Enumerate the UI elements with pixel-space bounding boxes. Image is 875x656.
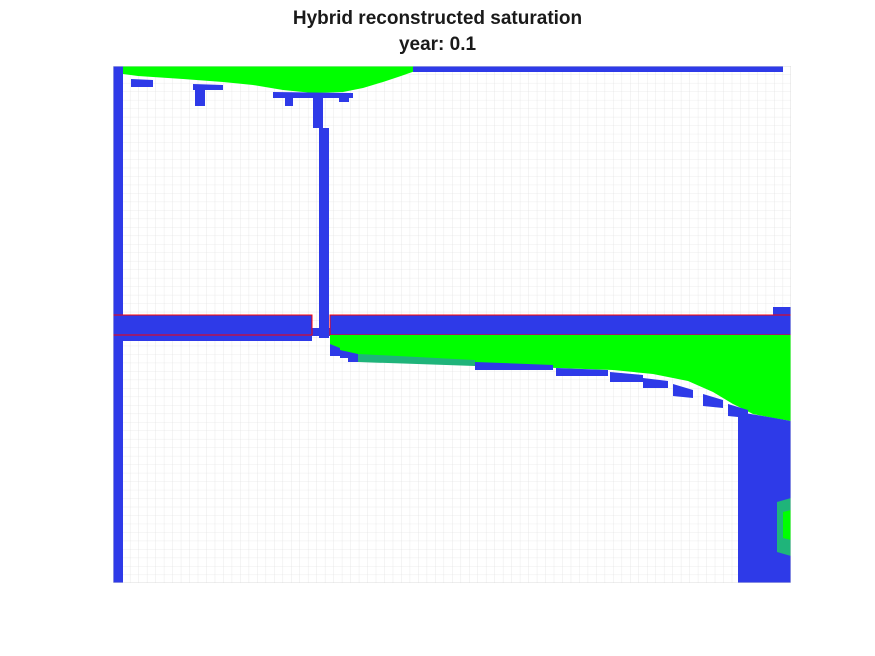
plot-subtitle: year: 0.1 bbox=[398, 34, 477, 55]
lower-gas-plume bbox=[330, 335, 791, 421]
top-plume-rim bbox=[131, 79, 353, 106]
plot-title: Hybrid reconstructed saturation bbox=[292, 8, 583, 29]
top-gas-plume bbox=[123, 66, 423, 93]
seal-band-left bbox=[113, 315, 312, 335]
chimney-top bbox=[313, 94, 323, 128]
saturation-grid-plot bbox=[113, 66, 791, 583]
bottom-right-water-zone bbox=[738, 412, 791, 583]
vertical-fault-column bbox=[319, 128, 329, 338]
seal-band-right-cap bbox=[773, 307, 791, 315]
bottom-right-gas-patch bbox=[783, 510, 791, 540]
seal-outline-left bbox=[113, 314, 313, 336]
lower-plume-mixed-edge bbox=[358, 354, 475, 366]
figure-title-block: Hybrid reconstructed saturation year: 0.… bbox=[0, 6, 875, 58]
fault-connector bbox=[312, 328, 330, 336]
seal-band-left-lower bbox=[113, 335, 312, 341]
seal-band-right bbox=[330, 315, 791, 335]
lower-plume-rim bbox=[330, 344, 748, 418]
top-gas-strip bbox=[413, 66, 783, 72]
